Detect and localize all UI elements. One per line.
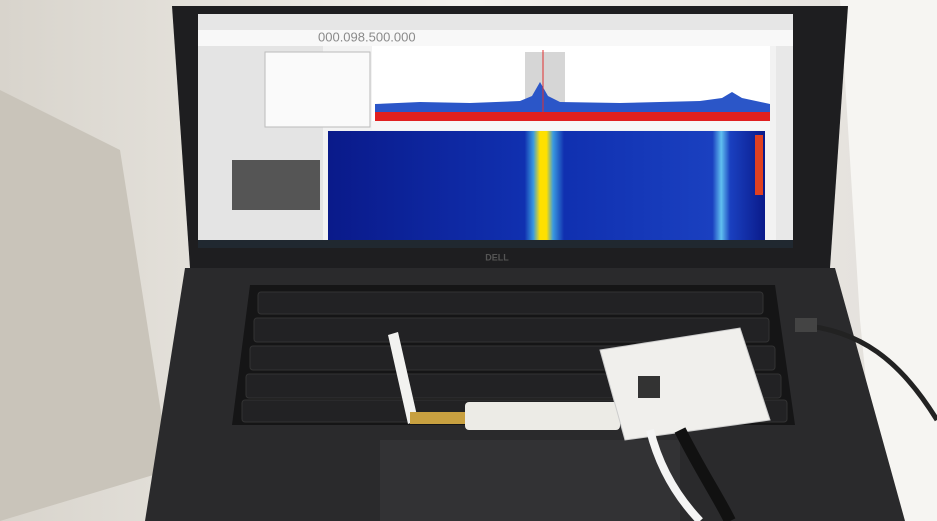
touchpad [380, 440, 680, 521]
key-row [258, 292, 763, 314]
antenna-connector [410, 412, 470, 424]
photo: 000.098.500.000 DELL [0, 0, 937, 521]
scale [372, 121, 770, 130]
colorbar [755, 135, 763, 195]
red-bar [375, 112, 770, 121]
frequency-display: 000.098.500.000 [318, 29, 416, 44]
panel-list [232, 160, 320, 210]
title-bar [198, 14, 793, 30]
right-panel [776, 46, 793, 241]
dongle [465, 402, 620, 430]
page: 000.098.500.000 DELL (() => { const data… [0, 0, 937, 521]
waterfall [328, 131, 765, 240]
dialog [265, 52, 370, 127]
brand-logo: DELL [485, 252, 509, 262]
toolbar [198, 30, 793, 46]
plug [795, 318, 817, 332]
qr-code [638, 376, 660, 398]
taskbar [198, 240, 793, 248]
